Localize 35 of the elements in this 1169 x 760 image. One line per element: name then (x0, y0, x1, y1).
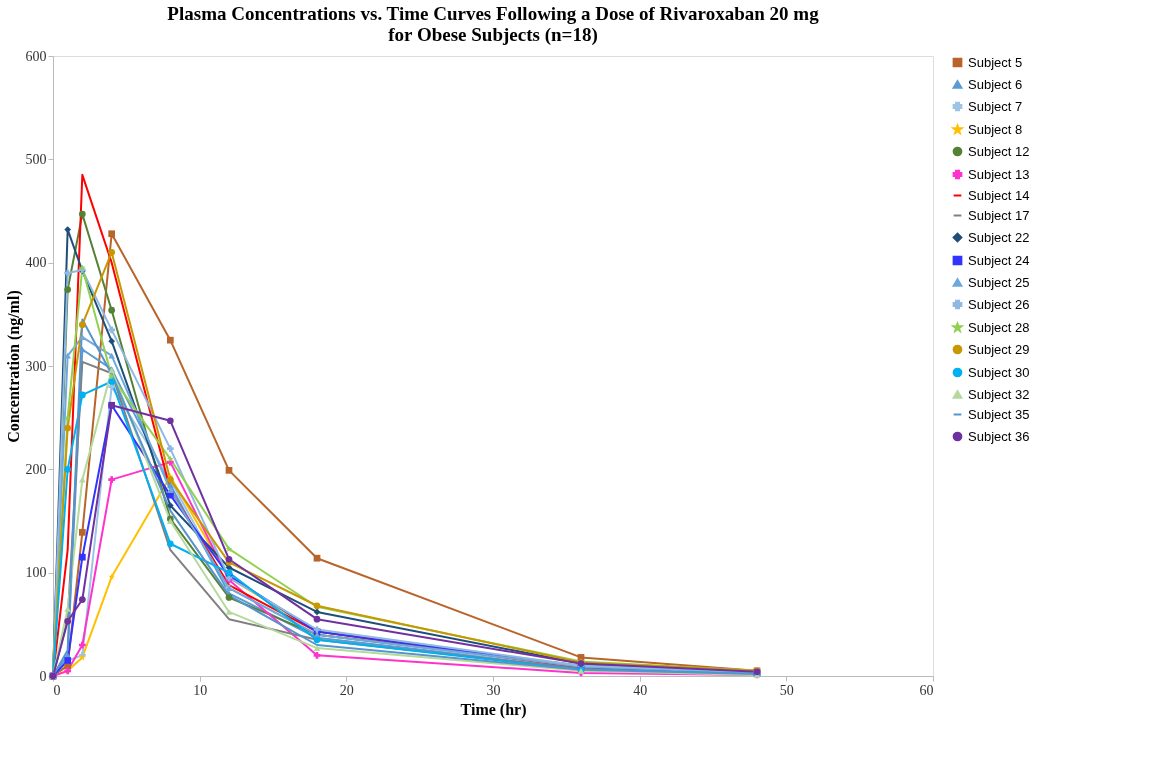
x-tick-label: 60 (919, 682, 934, 698)
legend-label: Subject 29 (968, 341, 1030, 357)
legend-label: Subject 22 (968, 229, 1030, 245)
legend-label: Subject 25 (968, 274, 1030, 290)
legend-label: Subject 14 (968, 187, 1030, 203)
legend-label: Subject 26 (968, 296, 1030, 312)
y-axis-title: Concentration (ng/ml) (4, 290, 23, 443)
x-axis-title: Time (hr) (460, 700, 527, 719)
y-tick-label: 400 (25, 255, 47, 271)
x-tick-label: 30 (486, 682, 501, 698)
legend-label: Subject 5 (968, 54, 1023, 70)
y-tick-label: 0 (39, 668, 47, 684)
legend-label: Subject 32 (968, 386, 1030, 402)
legend-label: Subject 8 (968, 121, 1023, 137)
y-tick-label: 100 (25, 565, 47, 581)
legend-label: Subject 17 (968, 207, 1030, 223)
legend-label: Subject 28 (968, 319, 1030, 335)
legend-label: Subject 30 (968, 364, 1030, 380)
legend-label: Subject 13 (968, 166, 1030, 182)
y-tick-label: 200 (25, 461, 47, 477)
legend-label: Subject 35 (968, 406, 1030, 422)
legend-label: Subject 36 (968, 428, 1030, 444)
x-tick-label: 50 (779, 682, 794, 698)
x-tick-label: 0 (53, 682, 61, 698)
x-tick-label: 40 (633, 682, 648, 698)
legend-label: Subject 12 (968, 143, 1030, 159)
x-tick-label: 10 (193, 682, 208, 698)
x-tick-label: 20 (339, 682, 354, 698)
y-tick-label: 500 (25, 151, 47, 167)
y-tick-label: 600 (25, 48, 47, 64)
y-tick-label: 300 (25, 358, 47, 374)
legend-label: Subject 7 (968, 98, 1023, 114)
legend-label: Subject 6 (968, 76, 1023, 92)
chart-title: Plasma Concentrations vs. Time Curves Following a Dose of Rivaroxaban 20 mg for Obese Subjects (n=18) (167, 3, 820, 46)
legend-label: Subject 24 (968, 252, 1030, 268)
